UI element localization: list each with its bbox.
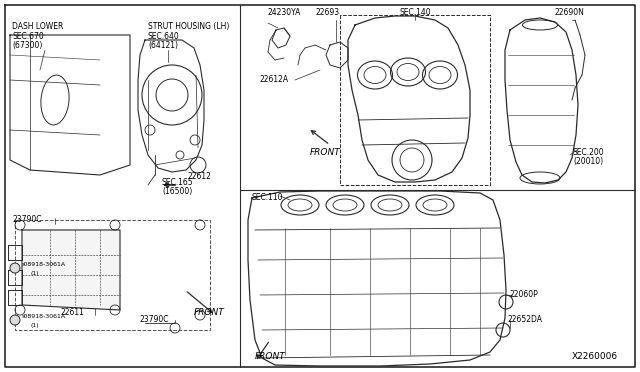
Text: 22612: 22612 <box>188 172 212 181</box>
Text: (16500): (16500) <box>162 187 192 196</box>
Circle shape <box>10 263 20 273</box>
Text: 22690N: 22690N <box>555 8 585 17</box>
Text: 23790C: 23790C <box>12 215 42 224</box>
Text: SEC.640: SEC.640 <box>148 32 180 41</box>
Text: SEC.670: SEC.670 <box>12 32 44 41</box>
Text: X2260006: X2260006 <box>572 352 618 361</box>
Text: DASH LOWER: DASH LOWER <box>12 22 63 31</box>
Text: 22060P: 22060P <box>510 290 539 299</box>
Text: SEC.140: SEC.140 <box>400 8 431 17</box>
Text: 22612A: 22612A <box>260 75 289 84</box>
Text: SEC.200: SEC.200 <box>573 148 605 157</box>
Text: FRONT: FRONT <box>310 148 340 157</box>
Text: (64121): (64121) <box>148 41 178 50</box>
Text: FRONT: FRONT <box>255 352 285 361</box>
Polygon shape <box>22 230 120 310</box>
Text: ₉08918-3061A: ₉08918-3061A <box>22 262 66 267</box>
Text: FRONT: FRONT <box>194 308 225 317</box>
Text: 22611: 22611 <box>60 308 84 317</box>
Text: SEC.165: SEC.165 <box>162 178 194 187</box>
Text: STRUT HOUSING (LH): STRUT HOUSING (LH) <box>148 22 229 31</box>
Text: SEC.110: SEC.110 <box>252 193 284 202</box>
Text: 22652DA: 22652DA <box>508 315 543 324</box>
Text: 24230YA: 24230YA <box>268 8 301 17</box>
Text: (1): (1) <box>30 323 38 328</box>
Text: ₉08918-3061A: ₉08918-3061A <box>22 314 66 319</box>
Circle shape <box>10 315 20 325</box>
Text: (67300): (67300) <box>12 41 42 50</box>
Text: 23790C: 23790C <box>140 315 170 324</box>
Text: (1): (1) <box>30 271 38 276</box>
Text: (20010): (20010) <box>573 157 603 166</box>
Text: 22693: 22693 <box>316 8 340 17</box>
